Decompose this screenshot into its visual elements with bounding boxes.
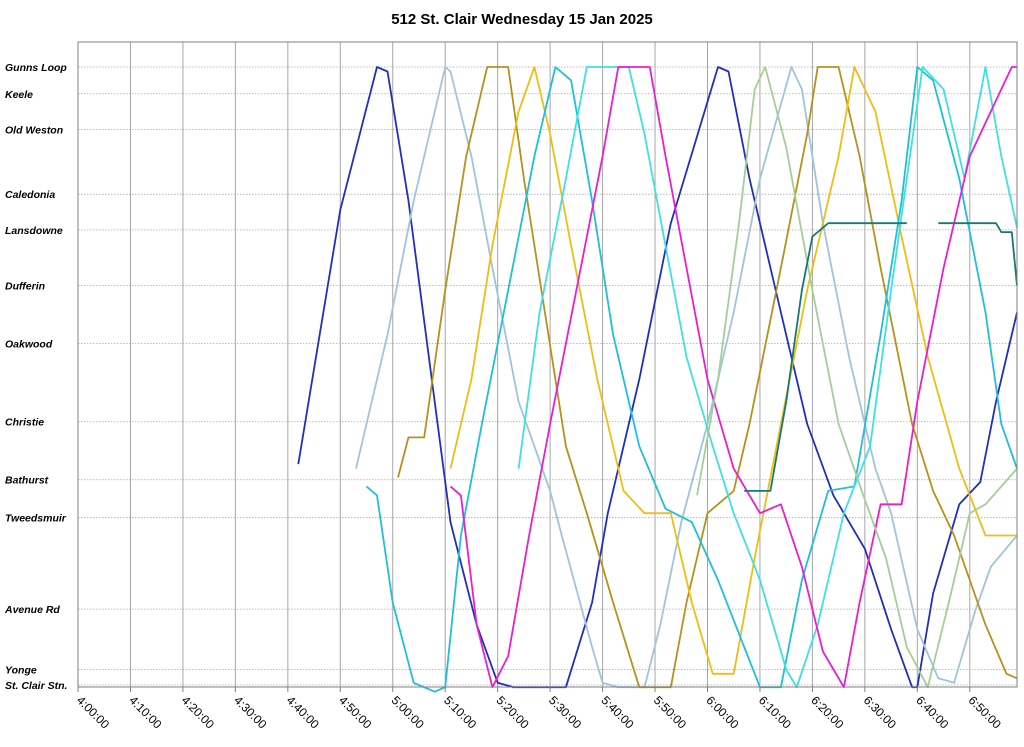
stop-label: Avenue Rd [4, 604, 60, 616]
x-tick-label: 4:20:00 [179, 693, 217, 731]
vehicle-trace-3 [397, 66, 1018, 689]
time-labels: 4:00:00 4:10:00 4:20:00 4:30:00 4:40:00 4:50:… [74, 687, 1004, 732]
x-tick-label: 5:20:00 [494, 693, 532, 731]
vehicle-trace-10 [938, 222, 1018, 286]
stop-label: Gunns Loop [5, 62, 67, 74]
x-tick-label: 4:10:00 [126, 693, 164, 731]
x-tick-label: 6:30:00 [861, 693, 899, 731]
vehicle-trace-2 [355, 66, 1018, 689]
stop-label: Tweedsmuir [5, 513, 67, 525]
x-tick-label: 6:20:00 [808, 693, 846, 731]
vehicle-trace-8 [696, 66, 1018, 689]
x-tick-label: 4:50:00 [336, 693, 374, 731]
stop-label: Caledonia [5, 189, 55, 201]
stop-label: Old Weston [5, 124, 63, 136]
x-tick-label: 6:10:00 [756, 693, 794, 731]
chart-title: 512 St. Clair Wednesday 15 Jan 2025 [391, 11, 653, 28]
stop-label: Keele [5, 89, 33, 101]
vehicle-trace-9 [744, 222, 907, 492]
plot-frame [77, 41, 1018, 688]
stop-label: Dufferin [5, 281, 45, 293]
vehicle-trace-5 [365, 66, 1018, 693]
x-tick-label: 4:00:00 [74, 693, 112, 731]
x-tick-label: 4:40:00 [284, 693, 322, 731]
x-tick-label: 5:30:00 [546, 693, 584, 731]
x-tick-label: 5:40:00 [598, 693, 636, 731]
x-tick-label: 6:40:00 [913, 693, 951, 731]
x-tick-label: 6:50:00 [966, 693, 1004, 731]
stop-label: Lansdowne [5, 225, 63, 237]
x-tick-label: 5:50:00 [651, 693, 689, 731]
x-tick-label: 6:00:00 [703, 693, 741, 731]
stop-labels: Gunns Loop Keele Old Weston Caledonia Lansdo… [4, 62, 68, 692]
stop-label: Yonge [5, 664, 37, 676]
stop-label: Christie [5, 417, 44, 429]
vehicle-trace-4 [449, 66, 1017, 675]
stop-label: St. Clair Stn. [5, 680, 68, 692]
x-tick-label: 5:10:00 [441, 693, 479, 731]
x-tick-label: 4:30:00 [231, 693, 269, 731]
series-layer [297, 66, 1018, 693]
x-tick-label: 5:00:00 [389, 693, 427, 731]
stop-label: Oakwood [5, 339, 53, 351]
stop-label: Bathurst [5, 475, 49, 487]
vehicle-trace-7 [449, 66, 1017, 689]
